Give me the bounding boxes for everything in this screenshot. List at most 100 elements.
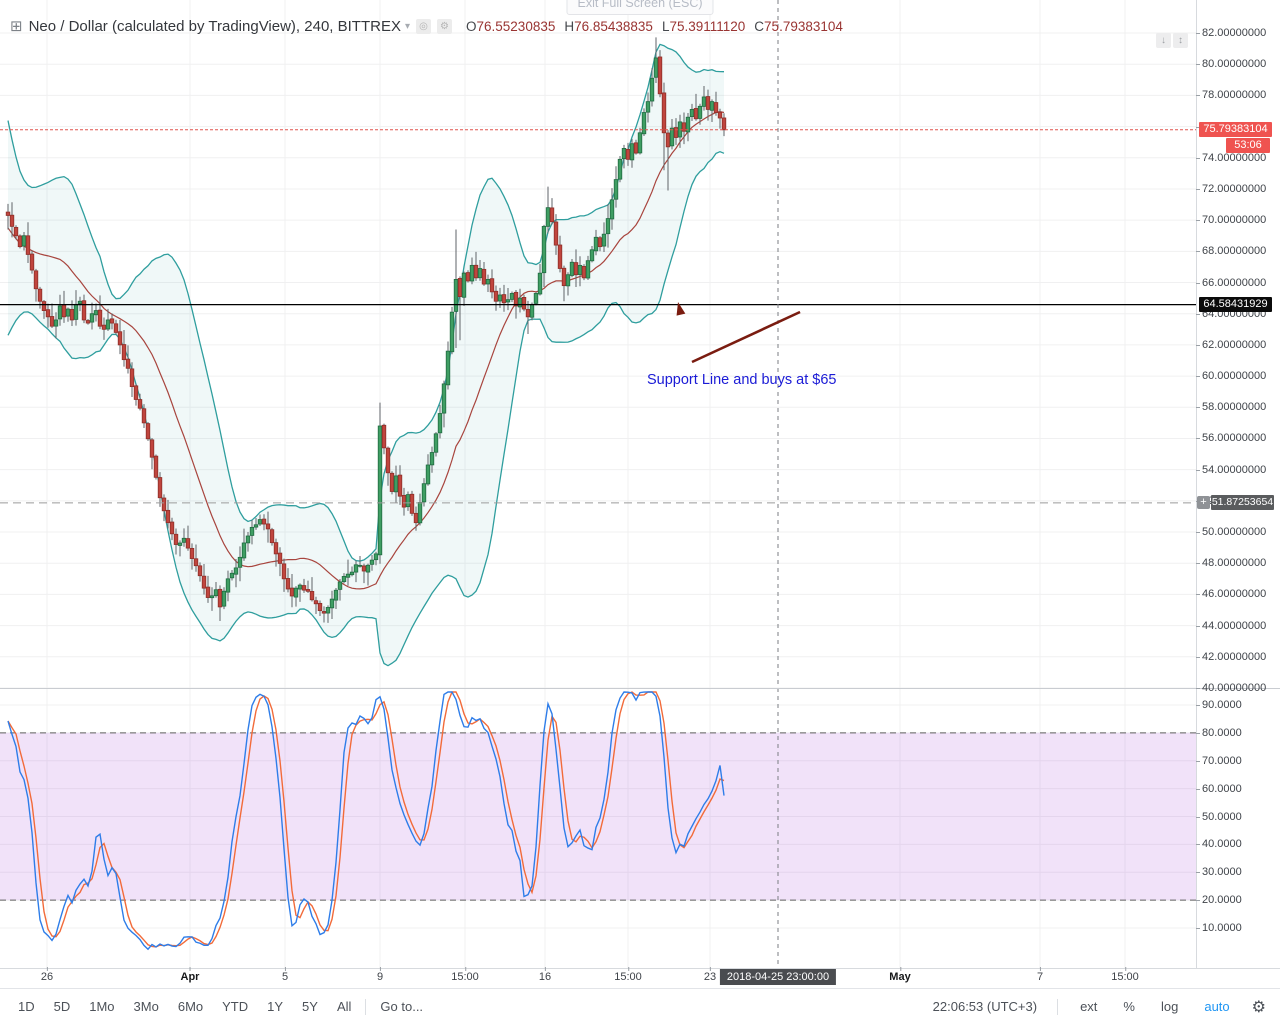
candle-body bbox=[289, 587, 295, 597]
candle-body bbox=[133, 385, 139, 400]
price-axis-tick: 54.00000000 bbox=[1196, 464, 1266, 476]
support-line-annotation-text[interactable]: Support Line and buys at $65 bbox=[647, 372, 837, 388]
candle-body bbox=[521, 297, 527, 310]
scroll-to-bar-icon[interactable]: ↓ bbox=[1156, 33, 1171, 48]
candle-body bbox=[389, 472, 395, 492]
candle-body bbox=[125, 358, 131, 369]
candle-body bbox=[633, 142, 639, 154]
chart-settings-gear-icon[interactable]: ⚙ bbox=[1251, 998, 1266, 1016]
price-axis-tick: 66.00000000 bbox=[1196, 277, 1266, 289]
range-1y-button[interactable]: 1Y bbox=[267, 999, 284, 1014]
range-ytd-button[interactable]: YTD bbox=[222, 999, 249, 1014]
ohlc-readout: O76.55230835 H76.85438835 L75.39111120 C… bbox=[466, 19, 843, 34]
price-axis-tick: 50.00000000 bbox=[1196, 527, 1266, 538]
price-axis-tick: 48.00000000 bbox=[1196, 558, 1266, 569]
candle-body bbox=[17, 235, 23, 248]
log-scale-button[interactable]: log bbox=[1160, 999, 1179, 1014]
candle-body bbox=[553, 221, 559, 246]
scroll-buttons: ↓ ↕ bbox=[1156, 33, 1188, 48]
candle-body bbox=[441, 383, 447, 414]
symbol-title[interactable]: Neo / Dollar (calculated by TradingView)… bbox=[28, 17, 401, 35]
candle-body bbox=[9, 214, 15, 227]
price-axis-tick: 68.00000000 bbox=[1196, 246, 1266, 257]
extended-hours-button[interactable]: ext bbox=[1080, 999, 1098, 1014]
scroll-both-icon[interactable]: ↕ bbox=[1173, 33, 1188, 48]
series-settings-gear-icon[interactable]: ⚙ bbox=[437, 18, 452, 34]
candle-body bbox=[249, 526, 255, 536]
candle-body bbox=[629, 143, 635, 161]
candle-body bbox=[461, 272, 467, 298]
open-label: O bbox=[466, 18, 477, 34]
candle-body bbox=[33, 270, 39, 290]
candle-body bbox=[313, 600, 319, 605]
open-value: 76.55230835 bbox=[476, 18, 556, 34]
range-6mo-button[interactable]: 6Mo bbox=[177, 999, 204, 1014]
candle-body bbox=[613, 179, 619, 200]
price-axis-tick: 62.00000000 bbox=[1196, 339, 1266, 351]
candle-body bbox=[181, 537, 187, 543]
auto-scale-button[interactable]: auto bbox=[1204, 999, 1230, 1014]
candle-body bbox=[321, 611, 327, 614]
goto-date-button[interactable]: Go to... bbox=[380, 999, 424, 1014]
candle-body bbox=[485, 279, 491, 285]
candle-body bbox=[213, 589, 219, 597]
candle-body bbox=[185, 538, 191, 549]
candle-body bbox=[253, 524, 259, 528]
clock-readout[interactable]: 22:06:53 (UTC+3) bbox=[932, 999, 1038, 1014]
candle-body bbox=[513, 291, 519, 307]
toolbar-divider bbox=[1057, 998, 1059, 1015]
time-axis-tick: 16 bbox=[539, 967, 551, 983]
candle-body bbox=[457, 278, 463, 297]
candle-body bbox=[53, 319, 59, 327]
indicator-axis-tick: 20.0000 bbox=[1196, 895, 1242, 906]
time-axis-tick: Apr bbox=[181, 967, 199, 983]
range-all-button[interactable]: All bbox=[336, 999, 352, 1014]
candlestick-series bbox=[5, 37, 727, 623]
candle-body bbox=[301, 585, 307, 591]
candle-body bbox=[285, 578, 291, 590]
candle-body bbox=[717, 111, 723, 119]
candle-body bbox=[137, 399, 143, 409]
range-3mo-button[interactable]: 3Mo bbox=[133, 999, 159, 1014]
candle-body bbox=[153, 455, 159, 478]
candle-body bbox=[589, 249, 595, 262]
chart-canvas[interactable] bbox=[0, 0, 1196, 968]
price-axis-tick: 58.00000000 bbox=[1196, 402, 1266, 413]
low-label: L bbox=[661, 18, 670, 34]
candle-body bbox=[593, 236, 599, 252]
candle-body bbox=[573, 262, 579, 276]
percent-scale-button[interactable]: % bbox=[1123, 999, 1135, 1014]
candle-body bbox=[529, 303, 535, 318]
close-value: 75.79383104 bbox=[764, 18, 843, 34]
pane-separator[interactable] bbox=[0, 688, 1280, 689]
toolbar-border bbox=[0, 988, 1280, 989]
range-5d-button[interactable]: 5D bbox=[53, 999, 71, 1014]
range-1mo-button[interactable]: 1Mo bbox=[89, 999, 115, 1014]
candle-body bbox=[101, 324, 107, 330]
candle-body bbox=[349, 571, 355, 576]
add-alert-plus-icon[interactable]: + bbox=[1197, 496, 1210, 510]
price-axis-tick: 78.00000000 bbox=[1196, 90, 1266, 101]
candle-body bbox=[73, 303, 79, 320]
stochastic-pane bbox=[0, 691, 1196, 951]
candle-body bbox=[701, 96, 707, 107]
chevron-down-icon[interactable]: ▾ bbox=[404, 20, 410, 32]
indicator-axis-tick: 80.0000 bbox=[1196, 727, 1242, 739]
range-5y-button[interactable]: 5Y bbox=[302, 999, 318, 1014]
candle-body bbox=[245, 535, 251, 544]
candle-body bbox=[705, 96, 711, 110]
candle-body bbox=[325, 607, 331, 614]
range-1d-button[interactable]: 1D bbox=[18, 999, 35, 1014]
candle-body bbox=[297, 584, 303, 590]
candle-body bbox=[333, 589, 339, 601]
hide-series-icon[interactable]: ◎ bbox=[416, 18, 431, 34]
indicator-axis-tick: 60.0000 bbox=[1196, 783, 1242, 795]
add-series-icon[interactable]: ⊞ bbox=[10, 17, 23, 35]
candle-body bbox=[161, 497, 167, 512]
candle-body bbox=[281, 563, 287, 580]
price-axis-tick: 74.00000000 bbox=[1196, 152, 1266, 164]
price-axis-tick: 72.00000000 bbox=[1196, 183, 1266, 195]
price-axis-tick: 70.00000000 bbox=[1196, 215, 1266, 226]
candle-body bbox=[225, 578, 231, 593]
candle-body bbox=[141, 408, 147, 424]
